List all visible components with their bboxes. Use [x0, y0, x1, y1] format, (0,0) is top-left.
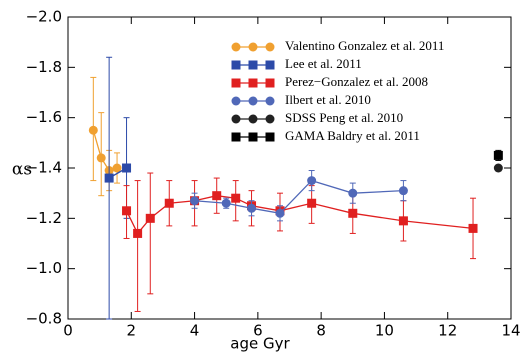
- data-point: [348, 208, 358, 218]
- legend-label: Perez−Gonzalez et al. 2008: [285, 74, 428, 89]
- x-tick-label: 8: [316, 322, 326, 340]
- legend-marker: [265, 42, 275, 52]
- data-point: [212, 191, 222, 201]
- legend-marker: [231, 42, 241, 52]
- y-tick-label: −0.8: [26, 310, 62, 328]
- data-point: [275, 208, 285, 218]
- data-point: [122, 206, 132, 216]
- data-point: [133, 228, 143, 238]
- data-point: [307, 198, 317, 208]
- data-point: [231, 193, 241, 203]
- series-line: [92, 130, 118, 172]
- data-point: [221, 198, 231, 208]
- legend-marker: [248, 42, 258, 52]
- legend-label: Lee et al. 2011: [285, 56, 362, 71]
- y-tick-label: −1.0: [26, 259, 62, 277]
- legend-label: SDSS Peng et al. 2010: [285, 110, 403, 125]
- data-point: [122, 163, 132, 173]
- legend-marker: [231, 96, 241, 106]
- x-tick-label: 4: [190, 322, 200, 340]
- x-tick-label: 12: [438, 322, 457, 340]
- x-tick-label: 14: [501, 322, 520, 340]
- data-point: [164, 198, 174, 208]
- legend-marker: [248, 96, 258, 106]
- legend-marker: [231, 78, 241, 88]
- data-point: [112, 163, 122, 173]
- legend-label: Ilbert et al. 2010: [285, 92, 371, 107]
- y-tick-label: −1.4: [26, 159, 62, 177]
- x-tick-label: 6: [253, 322, 263, 340]
- data-point: [247, 203, 257, 213]
- legend-marker: [231, 114, 241, 124]
- y-axis-label: αs: [12, 160, 32, 180]
- data-point: [190, 196, 200, 206]
- legend-marker: [248, 78, 258, 88]
- x-tick-label: 2: [127, 322, 137, 340]
- x-tick-label: 0: [63, 322, 73, 340]
- x-tick-label: 10: [375, 322, 394, 340]
- x-axis-label: age Gyr: [230, 335, 290, 353]
- series-line: [125, 195, 474, 235]
- data-point: [96, 153, 106, 163]
- data-point: [493, 163, 503, 173]
- legend-marker: [265, 132, 275, 142]
- legend-marker: [248, 60, 258, 70]
- data-point: [145, 213, 155, 223]
- data-point: [398, 186, 408, 196]
- data-point: [468, 223, 478, 233]
- data-point: [348, 188, 358, 198]
- data-point: [307, 176, 317, 186]
- data-point: [104, 173, 114, 183]
- legend-marker: [265, 60, 275, 70]
- legend-label: Valentino Gonzalez et al. 2011: [285, 38, 444, 53]
- y-tick-label: −1.8: [26, 58, 62, 76]
- y-tick-label: −1.2: [26, 209, 62, 227]
- legend-marker: [248, 132, 258, 142]
- legend-marker: [265, 114, 275, 124]
- data-point: [493, 150, 503, 160]
- data-point: [398, 216, 408, 226]
- y-tick-label: −2.0: [26, 8, 62, 26]
- legend-label: GAMA Baldry et al. 2011: [285, 128, 420, 143]
- legend-marker: [265, 78, 275, 88]
- y-tick-label: −1.6: [26, 108, 62, 126]
- legend-marker: [231, 132, 241, 142]
- data-point: [88, 125, 98, 135]
- legend-marker: [231, 60, 241, 70]
- legend-marker: [248, 114, 258, 124]
- legend-marker: [265, 96, 275, 106]
